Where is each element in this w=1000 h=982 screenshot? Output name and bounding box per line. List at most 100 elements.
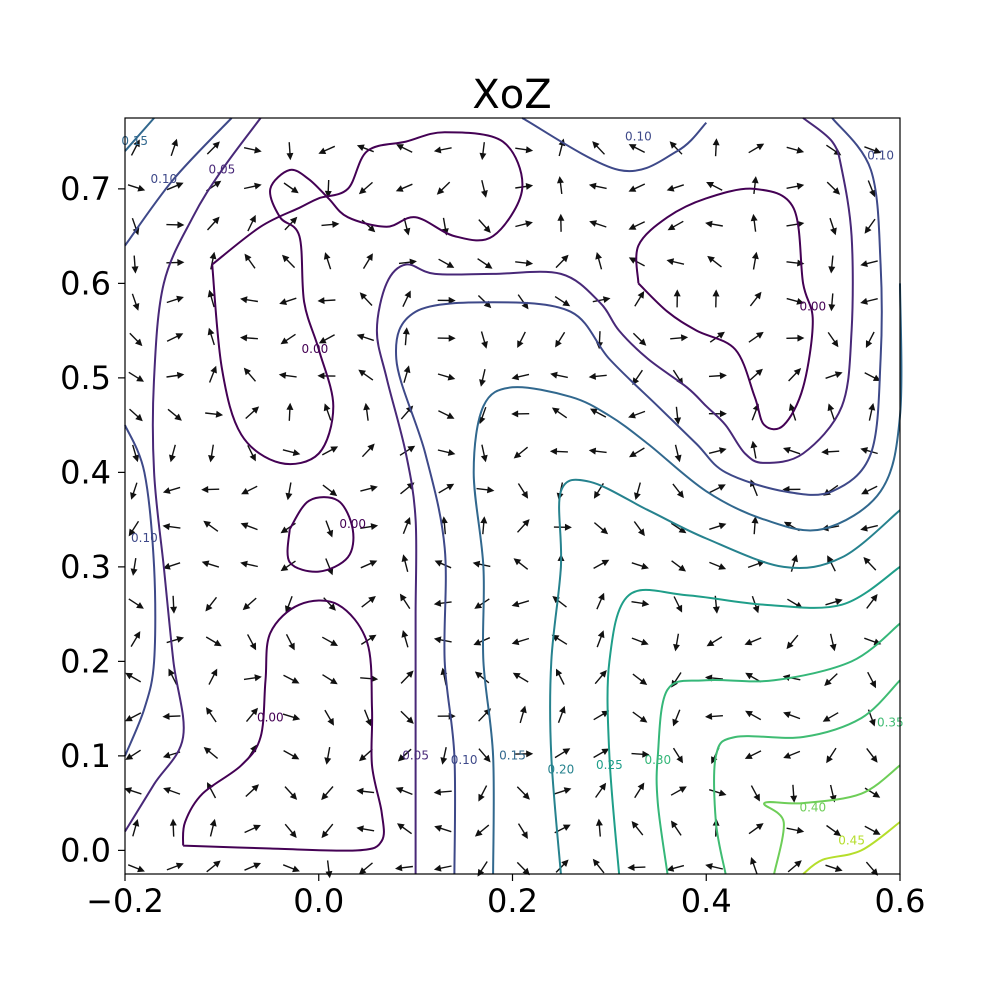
quiver-arrow	[517, 483, 529, 499]
quiver-arrow	[128, 371, 144, 382]
quiver-arrow	[321, 786, 334, 801]
quiver-arrow	[790, 554, 798, 572]
quiver-arrow	[788, 368, 802, 382]
quiver-arrow	[205, 596, 218, 612]
x-tick-label: 0.6	[875, 882, 926, 920]
quiver-arrow	[861, 485, 878, 495]
quiver-arrow	[241, 485, 258, 495]
y-tick-label: 0.7	[60, 170, 111, 208]
quiver-arrow	[750, 785, 760, 802]
quiver-arrow	[317, 297, 336, 305]
quiver-arrow	[750, 440, 758, 459]
quiver-arrow	[360, 634, 377, 645]
quiver-arrow	[751, 595, 760, 614]
quiver-arrow	[130, 482, 138, 500]
quiver-arrow	[511, 600, 530, 608]
quiver-arrow	[280, 560, 296, 572]
quiver-arrow	[628, 410, 646, 419]
quiver-arrow	[783, 447, 801, 455]
x-tick-label: −0.2	[86, 882, 164, 920]
quiver-arrow	[554, 296, 571, 307]
contour-lines	[124, 117, 903, 875]
quiver-arrow	[437, 296, 456, 304]
quiver-arrow	[672, 483, 684, 499]
quiver-arrow	[593, 559, 610, 570]
quiver-arrow	[245, 406, 260, 420]
contour-line-0.10	[394, 117, 883, 875]
quiver-arrow	[632, 332, 647, 346]
quiver-arrow	[206, 216, 220, 231]
quiver-arrow	[670, 334, 689, 342]
quiver-arrow	[440, 747, 448, 765]
quiver-arrow	[708, 372, 727, 380]
quiver-arrow	[828, 293, 836, 312]
quiver-arrow	[169, 444, 176, 463]
quiver-arrow	[706, 636, 723, 647]
quiver-arrow	[282, 864, 300, 873]
quiver-arrow	[826, 181, 841, 195]
quiver-arrow	[745, 710, 762, 721]
quiver-arrow	[709, 561, 727, 570]
quiver-arrow	[318, 145, 336, 154]
quiver-arrow	[632, 673, 648, 685]
quiver-arrow	[240, 334, 258, 342]
quiver-arrow	[555, 331, 566, 348]
quiver-arrow	[822, 712, 839, 722]
quiver-arrow	[786, 826, 805, 834]
contour-line-0.20	[549, 478, 901, 875]
quiver-arrow	[707, 255, 722, 268]
quiver-arrow	[674, 444, 682, 463]
quiver-arrow	[519, 705, 527, 724]
quiver-arrow	[325, 520, 334, 538]
quiver-arrow	[286, 402, 294, 421]
y-tick-label: 0.2	[60, 642, 111, 680]
quiver-arrow	[860, 297, 878, 305]
contour-label: 0.10	[451, 753, 478, 767]
quiver-arrow	[356, 787, 375, 795]
quiver-arrow	[125, 749, 141, 760]
quiver-arrow	[827, 332, 839, 348]
quiver-arrow	[437, 373, 456, 381]
quiver-arrow	[628, 144, 646, 154]
quiver-arrow	[131, 255, 139, 274]
quiver-arrow	[436, 181, 451, 195]
quiver-arrow	[511, 373, 530, 381]
quiver-arrow	[163, 562, 181, 570]
quiver-arrow	[322, 674, 338, 685]
quiver-arrow	[515, 183, 534, 190]
quiver-arrow	[324, 179, 332, 198]
quiver-arrow	[480, 331, 488, 349]
quiver-arrow	[437, 449, 456, 456]
quiver-arrow	[517, 331, 526, 348]
quiver-arrow	[280, 333, 296, 345]
quiver-arrow	[673, 633, 680, 652]
quiver-arrow	[673, 596, 683, 613]
quiver-arrow	[208, 668, 218, 685]
quiver-arrow	[744, 750, 762, 759]
quiver-arrow	[131, 293, 140, 311]
quiver-arrow	[167, 408, 182, 421]
quiver-arrow	[162, 712, 181, 720]
quiver-arrow	[864, 825, 881, 835]
quiver-arrow	[666, 258, 685, 266]
quiver-arrow	[472, 560, 491, 568]
quiver-arrow	[515, 750, 534, 758]
quiver-arrow	[674, 406, 682, 425]
quiver-arrow	[588, 182, 607, 190]
contour-label: 0.10	[131, 531, 158, 545]
quiver-arrow	[474, 598, 490, 609]
quiver-arrow	[592, 296, 611, 303]
contour-label: 0.05	[402, 748, 429, 762]
quiver-arrow	[402, 327, 410, 346]
quiver-arrow	[402, 517, 411, 534]
contour-line-0.25	[606, 566, 901, 875]
quiver-arrow	[867, 671, 876, 689]
quiver-arrow	[555, 254, 569, 269]
quiver-arrow	[631, 599, 650, 607]
quiver-arrow	[592, 141, 606, 155]
quiver-arrow	[749, 291, 762, 307]
quiver-arrow	[242, 597, 257, 611]
quiver-arrow	[395, 787, 413, 796]
quiver-arrow	[866, 747, 878, 763]
quiver-arrow	[863, 557, 877, 571]
